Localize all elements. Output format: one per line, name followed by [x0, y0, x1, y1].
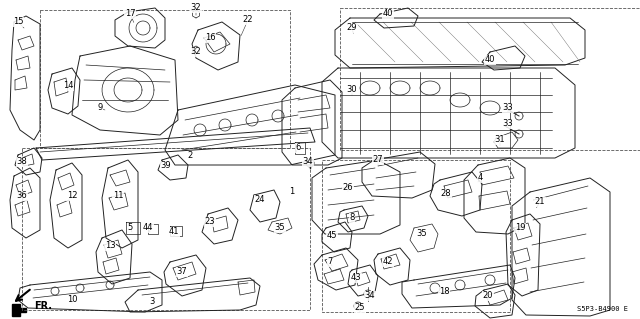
Text: 6: 6	[295, 144, 301, 152]
Text: 41: 41	[169, 227, 179, 236]
Text: 14: 14	[63, 81, 73, 91]
Text: 8: 8	[349, 213, 355, 222]
Text: 4: 4	[477, 174, 483, 182]
Text: 32: 32	[191, 48, 202, 56]
Text: S5P3-B4900 E: S5P3-B4900 E	[577, 306, 628, 312]
Text: 3: 3	[149, 298, 155, 307]
Text: 19: 19	[515, 224, 525, 233]
Polygon shape	[12, 304, 26, 316]
Text: 12: 12	[67, 191, 77, 201]
Text: 10: 10	[67, 295, 77, 305]
Text: 40: 40	[484, 56, 495, 64]
Text: 24: 24	[255, 196, 265, 204]
Text: 44: 44	[143, 224, 153, 233]
Text: 21: 21	[535, 197, 545, 206]
Text: FR.: FR.	[34, 301, 52, 311]
Text: 26: 26	[342, 183, 353, 192]
Text: 25: 25	[355, 303, 365, 313]
Text: 13: 13	[105, 241, 115, 250]
Text: 9: 9	[97, 103, 102, 113]
Text: 1: 1	[289, 188, 294, 197]
Text: 22: 22	[243, 16, 253, 25]
Text: 11: 11	[113, 191, 124, 201]
Text: 20: 20	[483, 292, 493, 300]
Text: 29: 29	[347, 24, 357, 33]
Text: 32: 32	[191, 4, 202, 12]
Text: 28: 28	[441, 189, 451, 198]
Text: 39: 39	[161, 161, 172, 170]
Text: 35: 35	[417, 229, 428, 239]
Text: 27: 27	[372, 155, 383, 165]
Text: 31: 31	[495, 136, 506, 145]
Text: 15: 15	[13, 18, 23, 26]
Text: 33: 33	[502, 120, 513, 129]
Text: 43: 43	[351, 273, 362, 283]
Text: 16: 16	[205, 33, 215, 42]
Text: 45: 45	[327, 232, 337, 241]
Text: 35: 35	[275, 224, 285, 233]
Text: 17: 17	[125, 10, 135, 19]
Text: 34: 34	[303, 158, 314, 167]
Text: 38: 38	[17, 158, 28, 167]
Text: 2: 2	[188, 152, 193, 160]
Text: 34: 34	[365, 292, 375, 300]
Text: 23: 23	[205, 218, 215, 226]
Text: 5: 5	[127, 224, 132, 233]
Text: 40: 40	[383, 10, 393, 19]
Text: 30: 30	[347, 85, 357, 94]
Text: 36: 36	[17, 191, 28, 201]
Text: 42: 42	[383, 257, 393, 266]
Text: 33: 33	[502, 103, 513, 113]
Text: 18: 18	[438, 287, 449, 296]
Text: 37: 37	[177, 268, 188, 277]
Text: 7: 7	[327, 257, 333, 266]
